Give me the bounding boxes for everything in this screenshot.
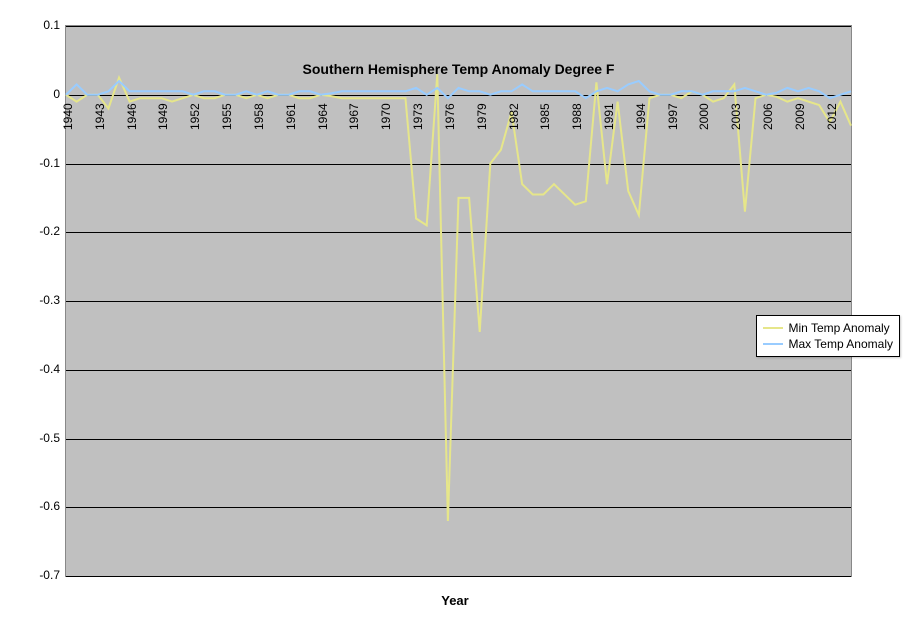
x-tick-label: 1955	[220, 103, 234, 130]
x-tick-label: 1961	[284, 103, 298, 130]
x-tick-label: 1979	[475, 103, 489, 130]
series-line	[66, 74, 851, 521]
x-tick-label: 1988	[570, 103, 584, 130]
x-tick-label: 1991	[602, 103, 616, 130]
legend-item: Max Temp Anomaly	[763, 336, 894, 352]
x-tick-label: 1952	[188, 103, 202, 130]
y-tick-label: -0.5	[20, 431, 60, 445]
x-tick-label: 1973	[411, 103, 425, 130]
y-tick-label: 0.1	[20, 18, 60, 32]
x-tick-label: 1946	[125, 103, 139, 130]
x-tick-label: 1940	[61, 103, 75, 130]
chart-title: Southern Hemisphere Temp Anomaly Degree …	[66, 61, 851, 77]
y-tick-label: 0	[20, 87, 60, 101]
x-tick-label: 2006	[761, 103, 775, 130]
x-tick-label: 1943	[93, 103, 107, 130]
x-tick-label: 1985	[538, 103, 552, 130]
x-tick-label: 1994	[634, 103, 648, 130]
y-tick-label: -0.3	[20, 293, 60, 307]
x-tick-label: 1997	[666, 103, 680, 130]
x-tick-label: 1967	[347, 103, 361, 130]
x-tick-label: 2012	[825, 103, 839, 130]
x-tick-label: 1958	[252, 103, 266, 130]
legend-swatch	[763, 327, 783, 329]
legend-label: Min Temp Anomaly	[789, 321, 890, 335]
x-tick-label: 2003	[729, 103, 743, 130]
x-tick-label: 2009	[793, 103, 807, 130]
y-tick-label: -0.6	[20, 499, 60, 513]
y-tick-label: -0.2	[20, 224, 60, 238]
x-tick-label: 1976	[443, 103, 457, 130]
y-tick-label: -0.7	[20, 568, 60, 582]
x-tick-label: 2000	[697, 103, 711, 130]
x-tick-label: 1949	[156, 103, 170, 130]
x-axis-title: Year	[10, 593, 900, 608]
x-tick-label: 1964	[316, 103, 330, 130]
y-tick-label: -0.4	[20, 362, 60, 376]
gridline	[66, 576, 851, 577]
y-tick-label: -0.1	[20, 156, 60, 170]
legend-label: Max Temp Anomaly	[789, 337, 894, 351]
x-tick-label: 1982	[507, 103, 521, 130]
x-tick-label: 1970	[379, 103, 393, 130]
chart-container: Southern Hemisphere Temp Anomaly Degree …	[10, 10, 900, 610]
legend: Min Temp Anomaly Max Temp Anomaly	[756, 315, 901, 357]
legend-item: Min Temp Anomaly	[763, 320, 894, 336]
legend-swatch	[763, 343, 783, 345]
series-line	[66, 81, 851, 98]
